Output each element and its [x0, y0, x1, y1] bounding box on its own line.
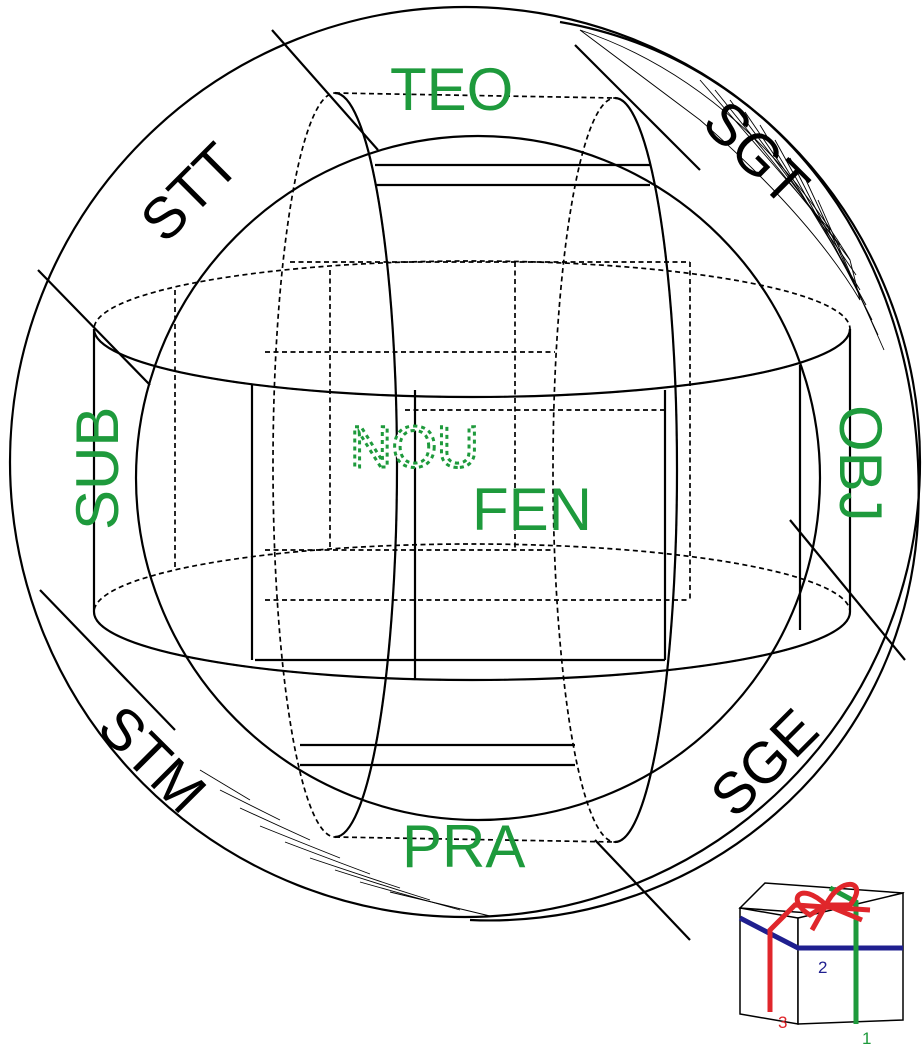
label-stm: STM	[86, 693, 219, 826]
label-obj: OBJ	[827, 405, 894, 522]
label-fen: FEN	[472, 476, 592, 543]
shadow-hatching-right	[579, 29, 885, 351]
horizontal-cylinder	[92, 260, 852, 682]
inner-sphere	[134, 134, 822, 822]
outer-sphere	[8, 5, 922, 919]
shadow-outline	[469, 20, 920, 922]
vertical-cylinder-right	[552, 96, 679, 844]
inner-grid	[174, 92, 802, 843]
label-sgt: SGT	[691, 88, 821, 218]
gift-number-1: 1	[862, 1029, 871, 1048]
gift-number-3: 3	[778, 1013, 787, 1032]
gift-box-icon: 2 3 1	[738, 881, 905, 1048]
gift-number-2: 2	[818, 958, 827, 977]
label-pra: PRA	[402, 813, 525, 880]
label-teo: TEO	[390, 56, 513, 123]
shadow-hatching-bottom	[199, 769, 491, 917]
label-sub: SUB	[64, 407, 131, 530]
label-nou: NOU	[350, 415, 479, 480]
label-stt: STT	[128, 131, 251, 254]
outer-segment-dividers	[37, 29, 906, 941]
label-sge: SGE	[698, 697, 831, 830]
